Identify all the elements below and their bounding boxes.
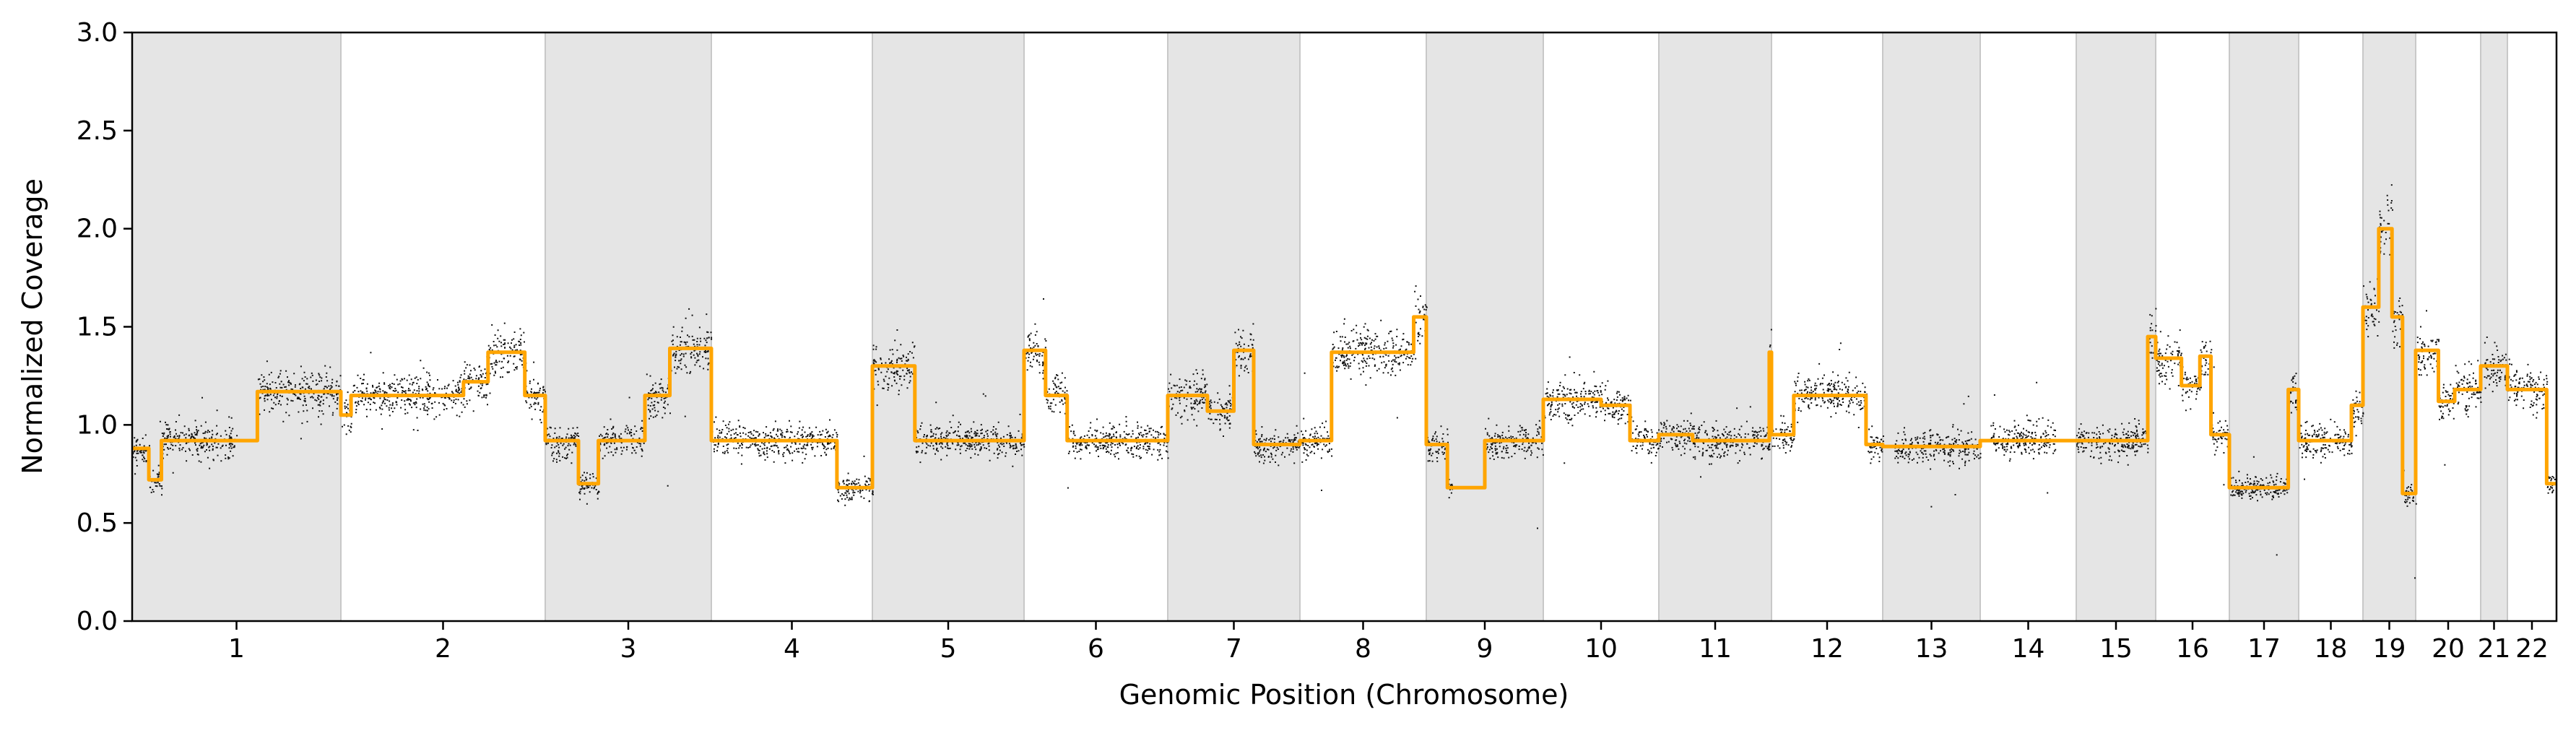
segment-line	[132, 227, 2557, 495]
plot-frame	[131, 31, 2558, 623]
y-tick-label-3.0: 3.0	[77, 18, 118, 48]
chromosome-band-15	[2076, 32, 2156, 622]
x-axis-label: Genomic Position (Chromosome)	[1119, 679, 1569, 711]
coverage-point-cloud	[132, 184, 2558, 579]
chromosome-band-19	[2362, 32, 2416, 622]
x-axis: 1 2 3 4 5 6 7 8 9 10 11 12 13 14 15 16 17 18 19 20 21 22	[228, 621, 2549, 664]
x-tick-label-16: 16	[2176, 634, 2209, 664]
coverage-points	[132, 184, 2558, 579]
x-tick-label-2: 2	[435, 634, 451, 664]
x-tick-label-17: 17	[2247, 634, 2281, 664]
x-tick-label-11: 11	[1699, 634, 1732, 664]
x-tick-label-1: 1	[228, 634, 245, 664]
chromosome-band-21	[2480, 32, 2508, 622]
x-tick-label-19: 19	[2373, 634, 2406, 664]
chromosome-band-13	[1882, 32, 1981, 622]
x-tick-label-21: 21	[2478, 634, 2511, 664]
y-tick-label-1.5: 1.5	[77, 313, 118, 342]
y-tick-label-0.5: 0.5	[77, 508, 118, 538]
x-tick-label-15: 15	[2099, 634, 2133, 664]
x-tick-label-6: 6	[1088, 634, 1104, 664]
y-axis: 0.0 0.5 1.0 1.5 2.0 2.5 3.0	[77, 18, 132, 636]
x-tick-label-5: 5	[940, 634, 957, 664]
y-tick-label-2.5: 2.5	[77, 116, 118, 146]
y-tick-label-1.0: 1.0	[77, 410, 118, 440]
chromosome-bands	[131, 32, 2508, 622]
y-axis-label: Normalized Coverage	[17, 178, 48, 474]
segment-lines	[132, 227, 2557, 495]
chromosome-band-7	[1167, 32, 1301, 622]
x-tick-label-10: 10	[1584, 634, 1618, 664]
x-tick-label-20: 20	[2432, 634, 2465, 664]
x-tick-label-3: 3	[620, 634, 637, 664]
x-tick-label-22: 22	[2515, 634, 2549, 664]
x-tick-label-9: 9	[1477, 634, 1493, 664]
x-tick-label-4: 4	[784, 634, 800, 664]
chromosome-band-1	[131, 32, 342, 622]
x-tick-label-8: 8	[1355, 634, 1371, 664]
chromosome-band-9	[1426, 32, 1544, 622]
chromosome-band-11	[1658, 32, 1772, 622]
chromosome-band-5	[872, 32, 1025, 622]
x-tick-label-7: 7	[1226, 634, 1242, 664]
chromosome-band-17	[2229, 32, 2299, 622]
y-tick-label-2.0: 2.0	[77, 214, 118, 244]
x-tick-label-18: 18	[2315, 634, 2348, 664]
x-tick-label-12: 12	[1810, 634, 1844, 664]
chromosome-band-3	[545, 32, 712, 622]
x-tick-label-14: 14	[2012, 634, 2045, 664]
y-tick-label-0.0: 0.0	[77, 607, 118, 636]
x-tick-label-13: 13	[1915, 634, 1948, 664]
